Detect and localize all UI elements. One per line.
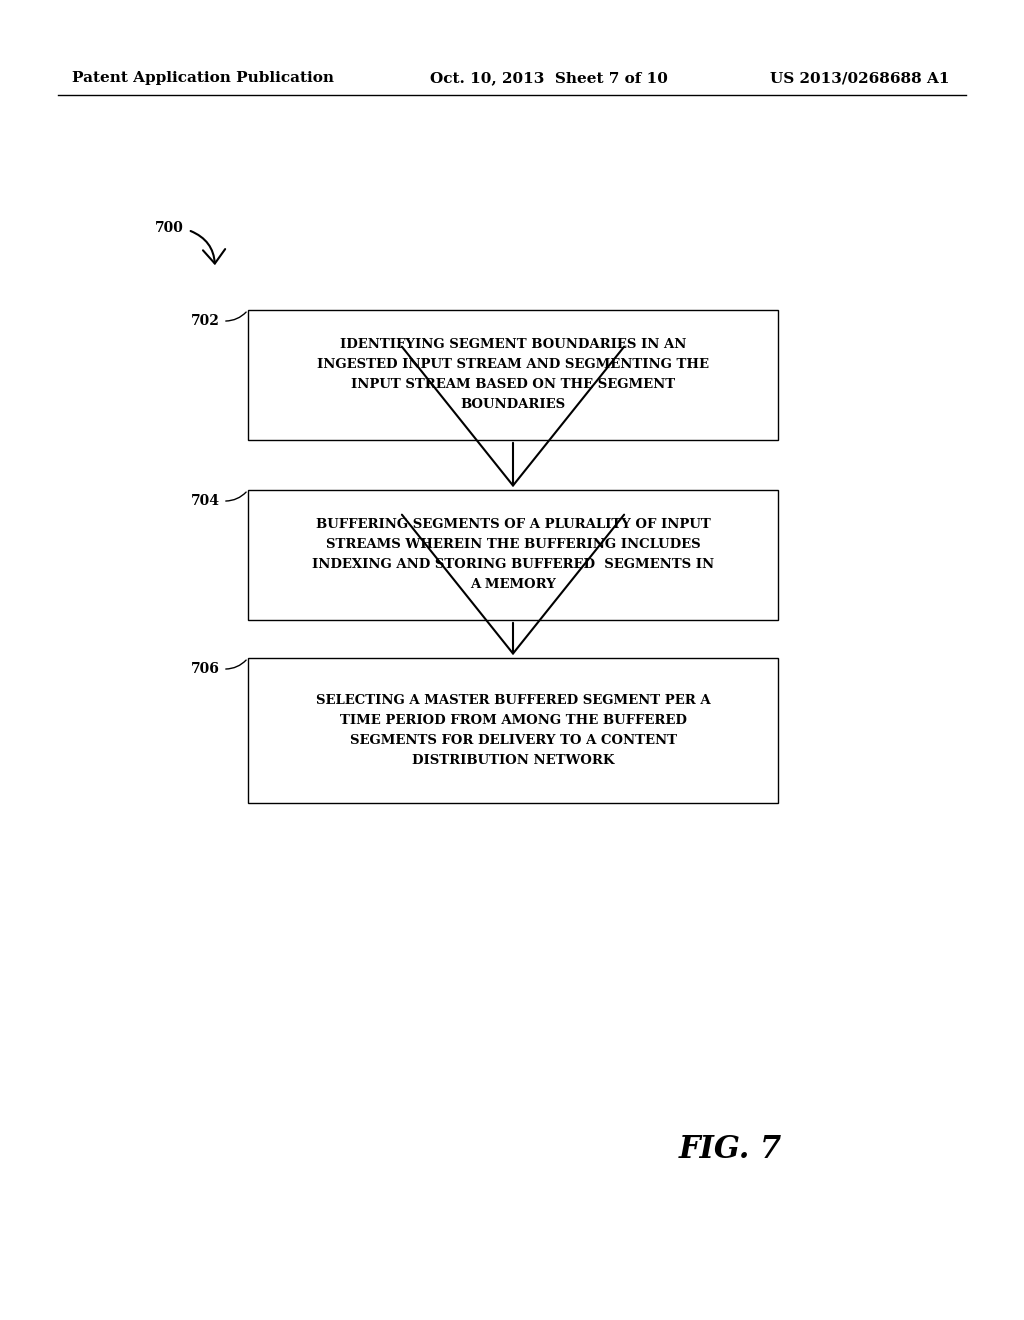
Text: Oct. 10, 2013  Sheet 7 of 10: Oct. 10, 2013 Sheet 7 of 10 xyxy=(430,71,668,84)
Text: FIG. 7: FIG. 7 xyxy=(678,1134,781,1166)
FancyArrowPatch shape xyxy=(225,312,246,321)
Text: 704: 704 xyxy=(191,494,220,508)
Bar xyxy=(248,490,778,620)
Text: 706: 706 xyxy=(191,663,220,676)
FancyArrowPatch shape xyxy=(225,492,246,502)
Text: SELECTING A MASTER BUFFERED SEGMENT PER A
TIME PERIOD FROM AMONG THE BUFFERED
SE: SELECTING A MASTER BUFFERED SEGMENT PER … xyxy=(315,694,711,767)
Text: 700: 700 xyxy=(155,220,184,235)
Text: BUFFERING SEGMENTS OF A PLURALITY OF INPUT
STREAMS WHEREIN THE BUFFERING INCLUDE: BUFFERING SEGMENTS OF A PLURALITY OF INP… xyxy=(312,519,714,591)
Bar xyxy=(248,657,778,803)
Bar xyxy=(248,310,778,440)
Text: IDENTIFYING SEGMENT BOUNDARIES IN AN
INGESTED INPUT STREAM AND SEGMENTING THE
IN: IDENTIFYING SEGMENT BOUNDARIES IN AN ING… xyxy=(317,338,709,412)
FancyArrowPatch shape xyxy=(225,660,246,669)
Text: US 2013/0268688 A1: US 2013/0268688 A1 xyxy=(770,71,950,84)
FancyArrowPatch shape xyxy=(190,231,225,264)
Text: Patent Application Publication: Patent Application Publication xyxy=(72,71,334,84)
Text: 702: 702 xyxy=(191,314,220,327)
